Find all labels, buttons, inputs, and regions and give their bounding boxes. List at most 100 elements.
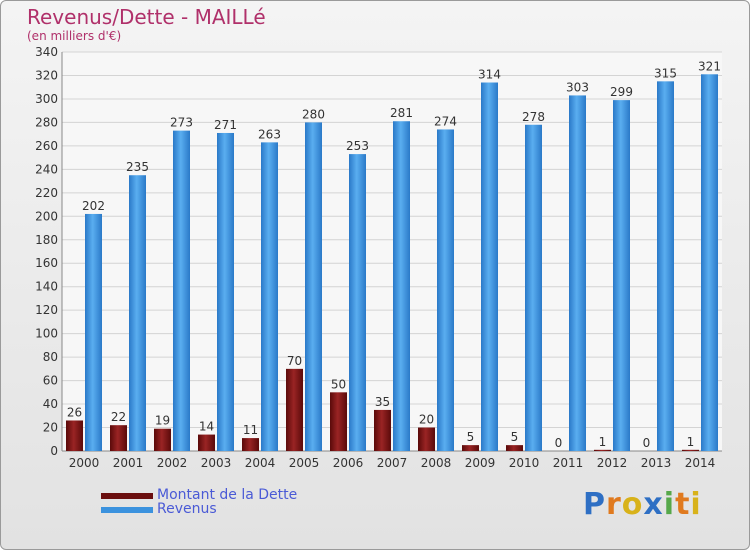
logo-letter: r [606, 487, 622, 522]
y-tick-label: 260 [35, 139, 58, 153]
x-tick-label: 2011 [553, 456, 584, 470]
y-tick-label: 20 [43, 421, 58, 435]
data-label-dette: 22 [111, 410, 126, 424]
bar-revenus [657, 81, 674, 452]
bar-dette [242, 438, 259, 451]
logo-letter: x [643, 487, 664, 522]
data-label-dette: 26 [67, 405, 82, 419]
x-tick-label: 2005 [289, 456, 320, 470]
y-tick-label: 140 [35, 280, 58, 294]
data-label-dette: 11 [243, 423, 258, 437]
y-tick-label: 220 [35, 186, 58, 200]
y-tick-label: 200 [35, 209, 58, 223]
bar-dette [418, 427, 435, 451]
x-tick-label: 2000 [69, 456, 100, 470]
y-tick-label: 280 [35, 115, 58, 129]
bar-revenus [437, 129, 454, 451]
bar-dette [154, 428, 171, 451]
proxiti-logo: Proxiti [583, 487, 702, 522]
bar-revenus [261, 142, 278, 452]
x-tick-label: 2003 [201, 456, 232, 470]
data-label-dette: 14 [199, 420, 214, 434]
logo-letter: o [621, 487, 644, 522]
bar-revenus [701, 74, 718, 451]
data-label-revenus: 315 [654, 66, 677, 80]
bar-dette [682, 449, 699, 451]
x-tick-label: 2010 [509, 456, 540, 470]
bar-dette [330, 392, 347, 451]
legend-label-dette: Montant de la Dette [157, 487, 298, 503]
bar-dette [374, 409, 391, 451]
x-tick-label: 2013 [641, 456, 672, 470]
y-tick-label: 320 [35, 68, 58, 82]
plot-area [62, 52, 722, 451]
bar-dette [462, 445, 479, 451]
y-tick-label: 0 [50, 444, 58, 458]
logo-letter: i [690, 487, 702, 522]
x-tick-label: 2012 [597, 456, 628, 470]
bar-revenus [481, 82, 498, 451]
bar-revenus [129, 175, 146, 451]
data-label-revenus: 281 [390, 106, 413, 120]
y-tick-label: 40 [43, 397, 58, 411]
data-label-revenus: 273 [170, 116, 193, 130]
x-tick-label: 2007 [377, 456, 408, 470]
data-label-dette: 1 [599, 435, 607, 449]
y-tick-label: 240 [35, 162, 58, 176]
data-label-dette: 0 [643, 436, 651, 450]
data-label-revenus: 253 [346, 139, 369, 153]
bar-dette [66, 420, 83, 451]
x-tick-label: 2001 [113, 456, 144, 470]
x-tick-label: 2014 [685, 456, 716, 470]
data-label-revenus: 235 [126, 160, 149, 174]
bar-revenus [349, 154, 366, 452]
y-tick-label: 300 [35, 92, 58, 106]
legend-swatch-revenus [101, 507, 153, 513]
data-label-dette: 35 [375, 395, 390, 409]
data-label-dette: 20 [419, 413, 434, 427]
bar-dette [198, 434, 215, 451]
data-label-revenus: 303 [566, 80, 589, 94]
y-tick-label: 180 [35, 233, 58, 247]
data-label-dette: 5 [467, 430, 475, 444]
data-label-dette: 19 [155, 414, 170, 428]
y-tick-label: 160 [35, 256, 58, 270]
data-label-revenus: 314 [478, 68, 501, 82]
bar-revenus [569, 95, 586, 451]
y-tick-label: 80 [43, 350, 58, 364]
bar-revenus [173, 130, 190, 451]
x-tick-label: 2009 [465, 456, 496, 470]
chart-subtitle: (en milliers d'€) [27, 29, 122, 43]
data-label-dette: 5 [511, 430, 519, 444]
x-tick-label: 2008 [421, 456, 452, 470]
logo-letter: i [663, 487, 676, 522]
data-label-revenus: 202 [82, 199, 105, 213]
y-tick-label: 60 [43, 374, 58, 388]
data-label-dette: 70 [287, 354, 302, 368]
data-label-revenus: 274 [434, 114, 457, 128]
data-label-revenus: 271 [214, 118, 237, 132]
data-label-revenus: 321 [698, 59, 721, 73]
data-label-revenus: 280 [302, 107, 325, 121]
bar-revenus [613, 100, 630, 451]
x-tick-label: 2006 [333, 456, 364, 470]
data-label-revenus: 263 [258, 127, 281, 141]
data-label-dette: 50 [331, 377, 346, 391]
y-tick-label: 120 [35, 303, 58, 317]
x-tick-label: 2002 [157, 456, 188, 470]
data-label-dette: 0 [555, 436, 563, 450]
x-tick-label: 2004 [245, 456, 276, 470]
bar-dette [286, 368, 303, 451]
bar-revenus [525, 124, 542, 452]
logo-letter: t [675, 487, 691, 522]
legend-swatch-dette [101, 493, 153, 499]
bar-revenus [85, 213, 102, 451]
bar-revenus [305, 122, 322, 451]
data-label-revenus: 299 [610, 85, 633, 99]
legend-label-revenus: Revenus [157, 501, 217, 517]
y-tick-label: 340 [35, 45, 58, 59]
bar-dette [594, 449, 611, 451]
bar-revenus [217, 132, 234, 452]
